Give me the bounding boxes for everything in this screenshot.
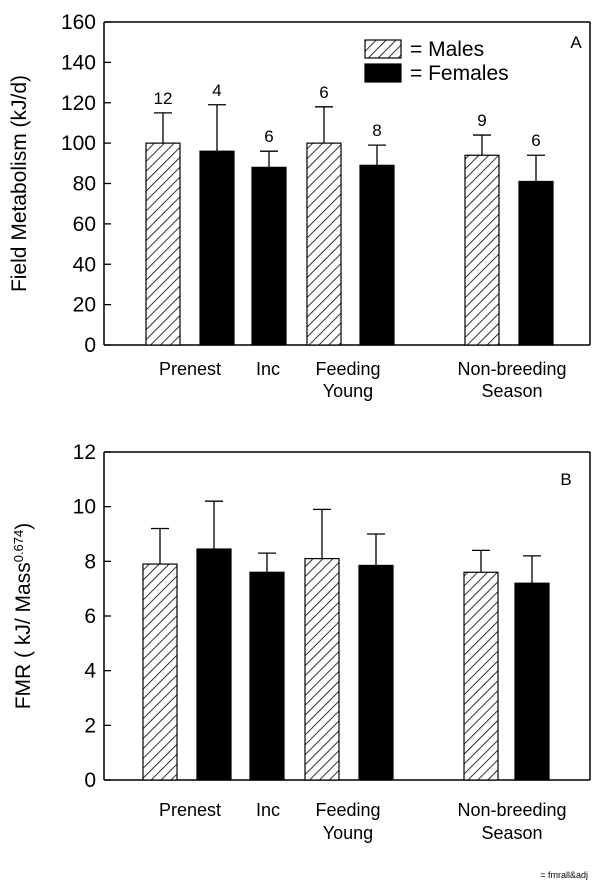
- y-tick-label: 80: [73, 173, 96, 196]
- y-tick-label: 2: [84, 714, 96, 737]
- panel-b: 0 2 4 6 8 10 12 FMR ( kJ/ Mass0.674) Prenest Inc F…: [11, 441, 591, 843]
- sample-size-label: 4: [212, 81, 221, 100]
- bar-females: [249, 571, 285, 781]
- y-tick-label: 60: [73, 213, 96, 236]
- x-category-label: Inc: [256, 800, 280, 820]
- legend-label-females: = Females: [410, 62, 509, 85]
- y-tick-label: 0: [84, 769, 96, 792]
- x-category-label: Season: [481, 381, 542, 401]
- y-tick-label: 140: [61, 51, 96, 74]
- x-category-label: Prenest: [159, 359, 221, 379]
- bar-males: [463, 571, 499, 781]
- legend-swatch-males: [364, 39, 402, 59]
- bar-females: [514, 582, 550, 781]
- bar-males: [142, 563, 178, 781]
- bar-males: [304, 557, 340, 781]
- panel-a: 0 20 40 60 80 100 120 140 160 Field Metabolism (k…: [8, 11, 591, 401]
- footer-note: = fmrall&adj: [540, 870, 588, 880]
- x-category-label: Young: [323, 823, 373, 843]
- y-tick-label: 12: [73, 441, 96, 464]
- panel-label: A: [570, 33, 582, 52]
- x-category-label: Non-breeding: [457, 359, 566, 379]
- x-category-label: Feeding: [315, 359, 380, 379]
- bar-females: [251, 166, 287, 346]
- y-tick-label: 8: [84, 550, 96, 573]
- x-category-label: Season: [481, 823, 542, 843]
- x-category-label: Young: [323, 381, 373, 401]
- sample-size-label: 6: [264, 127, 273, 146]
- x-category-label: Feeding: [315, 800, 380, 820]
- x-category-label: Prenest: [159, 800, 221, 820]
- bar-females: [358, 564, 394, 781]
- bar-males: [306, 142, 342, 346]
- y-axis-label: FMR ( kJ/ Mass0.674): [11, 523, 36, 710]
- y-tick-label: 160: [61, 11, 96, 34]
- x-category-label: Inc: [256, 359, 280, 379]
- sample-size-label: 8: [372, 121, 381, 140]
- y-tick-label: 10: [73, 496, 96, 519]
- bar-females: [196, 548, 232, 781]
- y-tick-label: 40: [73, 253, 96, 276]
- panel-label: B: [560, 470, 571, 489]
- y-tick-label: 4: [84, 660, 96, 683]
- bar-females: [199, 150, 235, 346]
- y-tick-label: 6: [84, 605, 96, 628]
- y-tick-label: 0: [84, 334, 96, 357]
- sample-size-label: 12: [154, 89, 173, 108]
- legend-swatch-females: [364, 63, 402, 83]
- y-axis-label: Field Metabolism (kJ/d): [8, 75, 31, 292]
- y-tick-label: 100: [61, 132, 96, 155]
- y-tick-label: 20: [73, 294, 96, 317]
- legend-label-males: = Males: [410, 38, 484, 61]
- x-category-label: Non-breeding: [457, 800, 566, 820]
- bar-females: [518, 180, 554, 346]
- sample-size-label: 6: [531, 131, 540, 150]
- sample-size-label: 9: [477, 111, 486, 130]
- sample-size-label: 6: [319, 83, 328, 102]
- bar-males: [145, 142, 181, 346]
- bar-females: [359, 164, 395, 346]
- bar-males: [464, 154, 500, 346]
- y-tick-label: 120: [61, 92, 96, 115]
